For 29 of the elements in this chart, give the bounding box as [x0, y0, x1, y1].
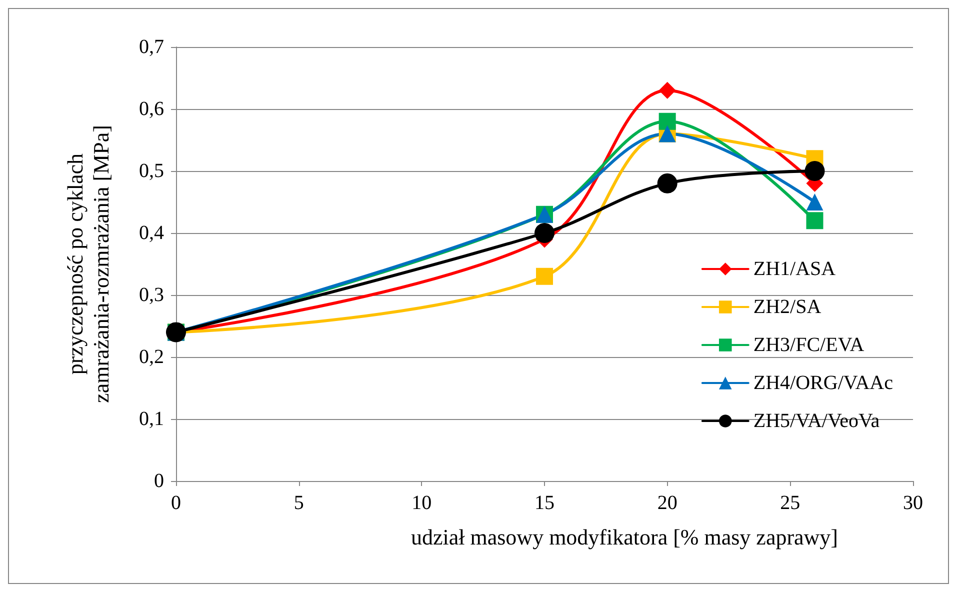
y-tick-label: 0,6 — [139, 98, 164, 120]
point — [536, 268, 553, 285]
x-tick-label: 10 — [412, 492, 432, 514]
legend-label: ZH2/SA — [753, 296, 822, 318]
y-tick-label: 0,5 — [139, 160, 164, 182]
y-tick-label: 0,7 — [139, 36, 164, 58]
legend-label: ZH3/FC/EVA — [753, 334, 865, 356]
x-tick-label: 25 — [780, 492, 800, 514]
legend-label: ZH5/VA/VeoVa — [753, 410, 880, 432]
point — [658, 112, 676, 130]
x-axis-title: udział masowy modyfikatora [% masy zaprawy] — [410, 524, 838, 550]
point — [657, 173, 678, 194]
point — [658, 82, 676, 99]
legend-label: ZH1/ASA — [753, 258, 836, 280]
x-tick-label: 15 — [534, 492, 554, 514]
y-tick-label: 0,4 — [139, 222, 164, 244]
x-tick-label: 30 — [903, 492, 923, 514]
x-tick-label: 5 — [294, 492, 304, 514]
y-tick-label: 0,3 — [139, 284, 164, 306]
point — [534, 223, 554, 243]
y-tick-label: 0,1 — [139, 408, 164, 430]
point — [804, 161, 825, 181]
legend-label: ZH4/ORG/VAAc — [753, 372, 894, 394]
x-tick-label: 20 — [657, 492, 678, 514]
x-tick-label: 0 — [171, 492, 181, 514]
y-tick-label: 0,2 — [139, 346, 164, 368]
y-tick-label: 0 — [154, 470, 164, 492]
point — [806, 212, 824, 230]
y-axis-title: przyczepność po cyklach zamrażania-rozmrażania [MPa] — [62, 125, 114, 403]
